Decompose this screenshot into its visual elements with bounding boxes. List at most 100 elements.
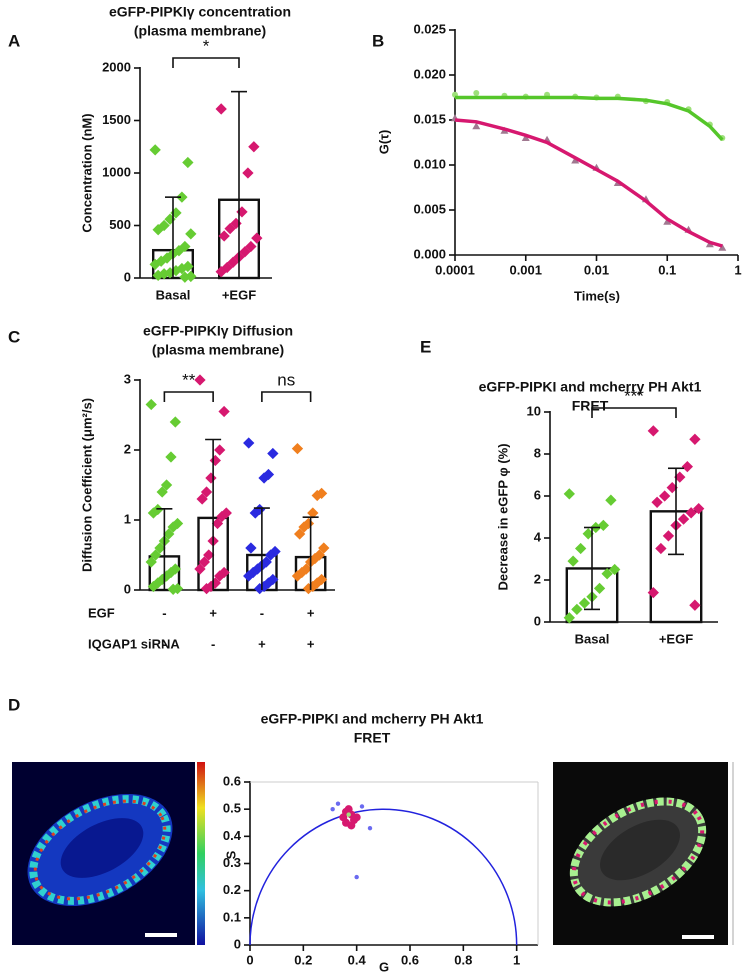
data-point xyxy=(307,507,319,519)
data-point xyxy=(662,530,675,542)
universal-circle xyxy=(249,808,518,946)
data-point xyxy=(215,103,227,115)
data-point xyxy=(203,549,215,561)
data-point xyxy=(236,206,248,218)
data-point xyxy=(335,801,341,806)
fit-line xyxy=(455,95,724,141)
significance-label: ns xyxy=(277,370,295,389)
data-point xyxy=(571,603,583,616)
data-point xyxy=(249,507,261,519)
data-point xyxy=(582,528,594,540)
data-point xyxy=(689,433,701,445)
y-tick-label: 2 xyxy=(534,571,541,586)
x-tick-label: 0.2 xyxy=(294,952,312,967)
significance-bracket xyxy=(591,407,677,418)
y-tick-label: 0.015 xyxy=(413,111,446,126)
y-tick-label: 0.020 xyxy=(413,66,446,81)
y-tick-label: 1000 xyxy=(102,164,131,179)
chart-title: (plasma membrane) xyxy=(134,23,266,39)
row-label: IQGAP1 siRNA xyxy=(88,636,180,651)
y-tick-label: 0 xyxy=(124,581,131,596)
data-point xyxy=(347,821,356,830)
data-point xyxy=(245,542,257,554)
data-point xyxy=(182,156,194,169)
data-point xyxy=(663,217,672,225)
data-point xyxy=(311,489,323,502)
data-point xyxy=(149,144,161,156)
data-point xyxy=(194,374,206,386)
data-point xyxy=(196,493,208,505)
data-point xyxy=(571,156,580,164)
y-tick-label: 0.005 xyxy=(413,201,446,216)
data-point xyxy=(218,230,230,242)
chart-title: eGFP-PIPKIγ concentration xyxy=(109,4,291,20)
y-tick-label: 0.3 xyxy=(223,855,241,870)
chart-title: (plasma membrane) xyxy=(152,342,284,358)
significance-label: ** xyxy=(182,370,196,389)
data-point xyxy=(200,486,213,498)
data-point xyxy=(651,496,663,508)
data-point xyxy=(318,542,330,554)
error-bar xyxy=(165,196,181,278)
data-point xyxy=(567,555,579,567)
data-point xyxy=(149,258,161,271)
data-point xyxy=(215,266,227,278)
y-tick-label: 0.000 xyxy=(413,246,446,261)
data-point xyxy=(647,425,659,437)
y-tick-label: 0.1 xyxy=(223,909,241,924)
panel-label: B xyxy=(372,31,384,50)
data-point xyxy=(243,437,255,449)
data-point xyxy=(145,556,157,568)
error-bar xyxy=(205,438,222,590)
data-point xyxy=(359,804,365,809)
data-point xyxy=(248,141,260,153)
data-point xyxy=(677,513,690,525)
panel-label: A xyxy=(8,31,20,50)
chart-title: eGFP-PIPKI and mcherry PH Akt1 xyxy=(261,711,484,727)
data-point xyxy=(354,874,359,880)
y-axis-label: S xyxy=(223,850,238,859)
x-axis-label: Time(s) xyxy=(574,288,620,303)
y-axis-label: G(τ) xyxy=(376,130,391,155)
data-point xyxy=(521,134,530,141)
data-point xyxy=(258,472,270,484)
x-tick-label: 0.8 xyxy=(454,952,472,967)
panel-label: C xyxy=(8,327,20,346)
data-point xyxy=(156,486,168,498)
row-value: - xyxy=(260,605,264,620)
significance-bracket xyxy=(261,391,312,402)
data-point xyxy=(291,570,304,582)
data-point xyxy=(251,232,263,244)
data-point xyxy=(211,517,224,530)
data-point xyxy=(167,521,179,533)
intensity-image xyxy=(12,762,205,945)
x-tick-label: 0 xyxy=(246,952,253,967)
row-value: + xyxy=(258,636,266,651)
y-tick-label: 0.025 xyxy=(413,21,446,36)
data-point xyxy=(152,269,164,282)
data-point xyxy=(472,122,481,130)
data-point xyxy=(689,599,701,611)
data-point xyxy=(563,488,575,500)
data-point xyxy=(167,583,179,595)
data-point xyxy=(163,528,175,540)
chart-title: eGFP-PIPKI and mcherry PH Akt1 xyxy=(479,379,702,395)
chart-title: FRET xyxy=(572,398,609,414)
data-point xyxy=(179,271,191,283)
x-axis-label: G xyxy=(379,959,389,973)
data-point xyxy=(205,472,217,484)
data-point xyxy=(681,460,693,473)
row-value: - xyxy=(211,636,215,651)
x-tick-label: 0.01 xyxy=(584,262,609,277)
data-point xyxy=(685,507,697,519)
panel-label: D xyxy=(8,695,20,714)
x-tick-label: Basal xyxy=(575,631,610,646)
data-point xyxy=(605,494,617,506)
y-tick-label: 10 xyxy=(527,403,541,418)
significance-label: * xyxy=(203,36,210,55)
data-point xyxy=(147,507,160,519)
data-point xyxy=(346,812,351,817)
data-point xyxy=(214,570,226,582)
fit-line xyxy=(454,118,723,248)
